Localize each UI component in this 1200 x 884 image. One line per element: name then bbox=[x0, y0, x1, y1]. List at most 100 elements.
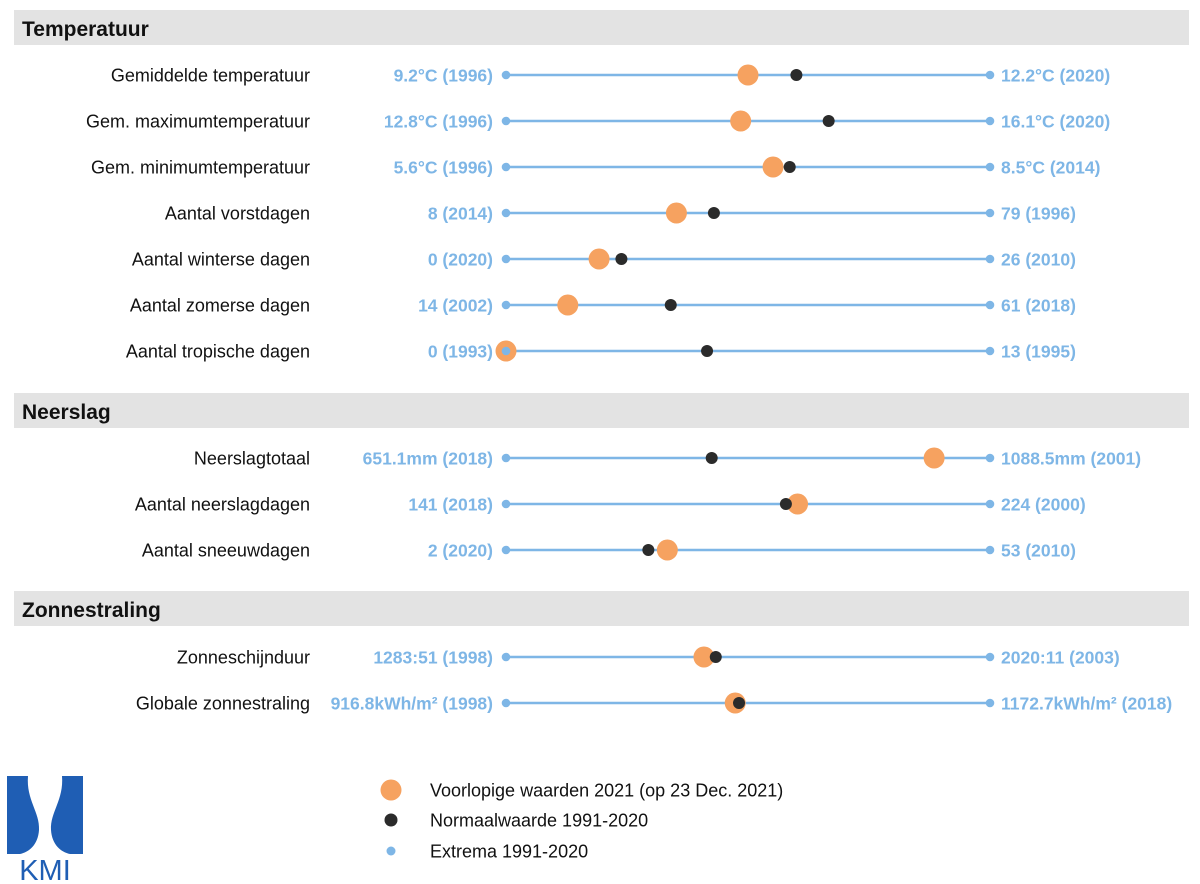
row-label: Neerslagtotaal bbox=[194, 449, 310, 469]
chart-row: Gem. minimumtemperatuur 5.6°C (1996) 8.5°C… bbox=[91, 156, 1100, 178]
row-label: Aantal winterse dagen bbox=[132, 250, 310, 270]
min-extreme-label: 0 (1993) bbox=[428, 342, 493, 362]
legend: Voorlopige waarden 2021 (op 23 Dec. 2021… bbox=[380, 779, 783, 862]
normal-dot bbox=[783, 161, 796, 173]
chart-row: Aantal neerslagdagen 141 (2018) 224 (2000) bbox=[135, 493, 1086, 515]
max-extreme-dot bbox=[985, 652, 995, 662]
row-label: Gemiddelde temperatuur bbox=[111, 66, 310, 86]
normal-dot bbox=[615, 253, 628, 265]
chart-row: Aantal winterse dagen 0 (2020) 26 (2010) bbox=[132, 248, 1076, 270]
value-2021-dot bbox=[693, 646, 715, 668]
min-extreme-dot bbox=[501, 300, 511, 310]
min-extreme-dot bbox=[501, 162, 511, 172]
min-extreme-label: 0 (2020) bbox=[428, 250, 493, 270]
min-extreme-dot bbox=[501, 545, 511, 555]
max-extreme-label: 1088.5mm (2001) bbox=[1001, 449, 1141, 469]
legend-item: Normaalwaarde 1991-2020 bbox=[384, 811, 648, 831]
chart-row: Aantal tropische dagen 0 (1993) 13 (1995) bbox=[126, 340, 1076, 362]
row-label: Gem. maximumtemperatuur bbox=[86, 112, 310, 132]
max-extreme-label: 26 (2010) bbox=[1001, 250, 1076, 270]
max-extreme-dot bbox=[985, 346, 995, 356]
normal-dot bbox=[707, 207, 720, 219]
section-band bbox=[14, 393, 1189, 428]
max-extreme-dot bbox=[985, 300, 995, 310]
normal-dot bbox=[779, 498, 792, 510]
min-extreme-dot bbox=[501, 499, 511, 509]
max-extreme-label: 61 (2018) bbox=[1001, 296, 1076, 316]
row-label: Aantal tropische dagen bbox=[126, 342, 310, 362]
row-label: Aantal vorstdagen bbox=[165, 204, 310, 224]
min-extreme-label: 916.8kWh/m² (1998) bbox=[331, 694, 493, 714]
min-extreme-label: 5.6°C (1996) bbox=[394, 158, 493, 178]
section-neerslag: Neerslag Neerslagtotaal 651.1mm (2018) 1088… bbox=[14, 393, 1189, 561]
chart-row: Globale zonnestraling 916.8kWh/m² (1998) 1… bbox=[136, 692, 1172, 714]
legend-marker-normal bbox=[384, 813, 398, 827]
min-extreme-label: 141 (2018) bbox=[408, 495, 493, 515]
max-extreme-label: 1172.7kWh/m² (2018) bbox=[1001, 694, 1172, 714]
value-2021-dot bbox=[665, 202, 687, 224]
kmi-logo: KMI bbox=[7, 776, 83, 884]
chart-row: Gem. maximumtemperatuur 12.8°C (1996) 16.1… bbox=[86, 110, 1110, 132]
value-2021-dot bbox=[656, 539, 678, 561]
section-title: Neerslag bbox=[22, 401, 111, 424]
min-extreme-dot bbox=[501, 453, 511, 463]
min-extreme-dot bbox=[501, 208, 511, 218]
max-extreme-dot bbox=[985, 545, 995, 555]
normal-dot bbox=[733, 697, 746, 709]
row-label: Zonneschijnduur bbox=[177, 648, 310, 668]
max-extreme-label: 16.1°C (2020) bbox=[1001, 112, 1110, 132]
section-title: Zonnestraling bbox=[22, 599, 161, 622]
chart-row: Neerslagtotaal 651.1mm (2018) 1088.5mm (20… bbox=[194, 447, 1141, 469]
max-extreme-label: 79 (1996) bbox=[1001, 204, 1076, 224]
chart-row: Aantal sneeuwdagen 2 (2020) 53 (2010) bbox=[142, 539, 1076, 561]
max-extreme-dot bbox=[985, 70, 995, 80]
logo-text: KMI bbox=[19, 855, 71, 884]
legend-item: Voorlopige waarden 2021 (op 23 Dec. 2021… bbox=[380, 779, 783, 801]
min-extreme-label: 14 (2002) bbox=[418, 296, 493, 316]
legend-marker-extrema bbox=[386, 846, 396, 856]
row-label: Globale zonnestraling bbox=[136, 694, 310, 714]
chart-row: Gemiddelde temperatuur 9.2°C (1996) 12.2°C… bbox=[111, 64, 1110, 86]
min-extreme-label: 651.1mm (2018) bbox=[363, 449, 493, 469]
logo-right-shape bbox=[50, 776, 83, 854]
logo-left-shape bbox=[7, 776, 40, 854]
value-2021-dot bbox=[762, 156, 784, 178]
max-extreme-dot bbox=[985, 116, 995, 126]
min-extreme-dot bbox=[501, 346, 511, 356]
max-extreme-label: 2020:11 (2003) bbox=[1001, 648, 1120, 668]
row-label: Aantal zomerse dagen bbox=[130, 296, 310, 316]
min-extreme-dot bbox=[501, 116, 511, 126]
section-band bbox=[14, 10, 1189, 45]
max-extreme-dot bbox=[985, 254, 995, 264]
row-label: Aantal neerslagdagen bbox=[135, 495, 310, 515]
min-extreme-label: 12.8°C (1996) bbox=[384, 112, 493, 132]
min-extreme-dot bbox=[501, 698, 511, 708]
normal-dot bbox=[664, 299, 677, 311]
min-extreme-dot bbox=[501, 70, 511, 80]
chart-row: Zonneschijnduur 1283:51 (1998) 2020:11 (20… bbox=[177, 646, 1120, 668]
row-label: Aantal sneeuwdagen bbox=[142, 541, 310, 561]
value-2021-dot bbox=[588, 248, 610, 270]
min-extreme-label: 9.2°C (1996) bbox=[394, 66, 493, 86]
chart-row: Aantal zomerse dagen 14 (2002) 61 (2018) bbox=[130, 294, 1076, 316]
normal-dot bbox=[705, 452, 718, 464]
value-2021-dot bbox=[730, 110, 752, 132]
max-extreme-dot bbox=[985, 499, 995, 509]
section-title: Temperatuur bbox=[22, 18, 149, 41]
legend-marker-2021 bbox=[380, 779, 402, 801]
min-extreme-dot bbox=[501, 652, 511, 662]
max-extreme-label: 224 (2000) bbox=[1001, 495, 1086, 515]
value-2021-dot bbox=[923, 447, 945, 469]
min-extreme-dot bbox=[501, 254, 511, 264]
max-extreme-label: 13 (1995) bbox=[1001, 342, 1076, 362]
max-extreme-dot bbox=[985, 698, 995, 708]
section-band bbox=[14, 591, 1189, 626]
legend-label: Normaalwaarde 1991-2020 bbox=[430, 811, 648, 831]
value-2021-dot bbox=[557, 294, 579, 316]
max-extreme-label: 12.2°C (2020) bbox=[1001, 66, 1110, 86]
max-extreme-label: 8.5°C (2014) bbox=[1001, 158, 1100, 178]
max-extreme-label: 53 (2010) bbox=[1001, 541, 1076, 561]
section-zonnestraling: Zonnestraling Zonneschijnduur 1283:51 (199… bbox=[14, 591, 1189, 714]
legend-label: Voorlopige waarden 2021 (op 23 Dec. 2021… bbox=[430, 781, 783, 801]
